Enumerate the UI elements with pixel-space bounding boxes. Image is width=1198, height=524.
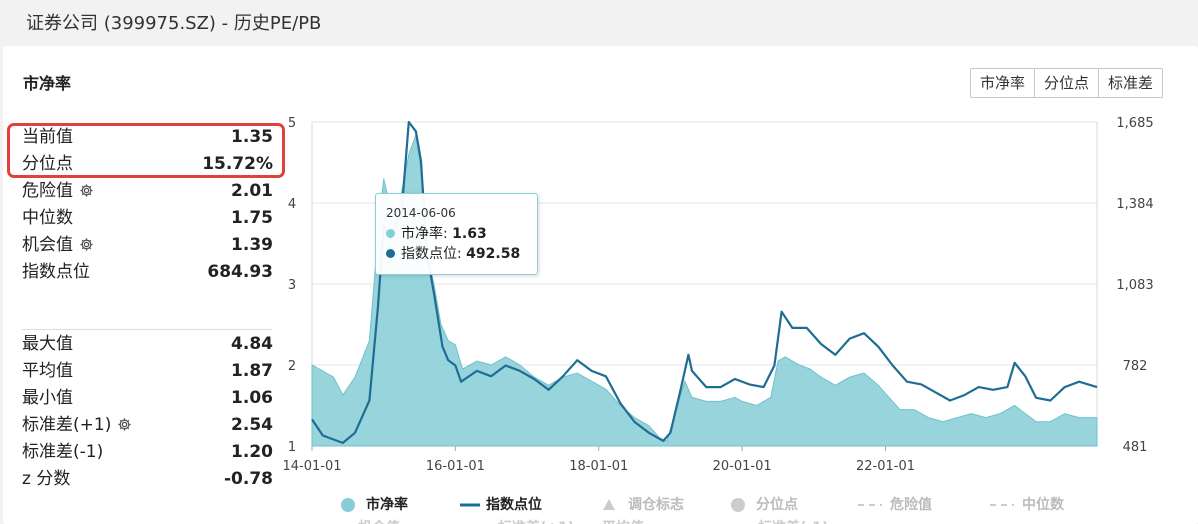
- stat-row: 中位数 1.75: [22, 205, 273, 232]
- y-left-tick-label: 3: [288, 278, 296, 293]
- y-right-tick-label: 782: [1123, 359, 1148, 374]
- stat-label: 危险值: [22, 178, 94, 207]
- x-tick-label: 20-01-01: [713, 459, 772, 474]
- stat-value: 1.39: [231, 235, 273, 255]
- metric-switch: 市净率 分位点 标准差: [970, 68, 1164, 98]
- stat-value: 1.75: [231, 208, 273, 228]
- legend-label-row2[interactable]: 标准差(+1): [498, 517, 574, 524]
- index-dot-icon: [386, 249, 395, 258]
- stat-value: 4.84: [231, 334, 273, 354]
- tooltip-index-label: 指数点位:: [401, 246, 462, 262]
- tooltip-date: 2014-06-06: [386, 206, 456, 220]
- legend-circle-icon: [730, 494, 748, 523]
- stats-divider: [22, 329, 272, 330]
- legend-label: 分位点: [756, 497, 798, 513]
- tooltip-index-row: 指数点位: 492.58: [386, 243, 520, 263]
- x-tick-label: 18-01-01: [569, 459, 628, 474]
- stat-row: 平均值 1.87: [22, 358, 273, 385]
- stat-label: 最大值: [22, 334, 73, 354]
- stat-label: 最小值: [22, 388, 73, 408]
- stat-label: z 分数: [22, 469, 71, 489]
- legend-dash-icon: [858, 494, 884, 523]
- stat-label: 指数点位: [22, 262, 90, 282]
- y-left-tick-label: 1: [288, 440, 296, 455]
- y-right-tick-label: 1,083: [1116, 278, 1153, 293]
- legend-triangle-icon: [602, 494, 618, 523]
- chart-legend: 市净率 指数点位 调仓标志 分位点 危险值 中位数: [340, 494, 1190, 516]
- tooltip-pb-label: 市净率:: [401, 226, 448, 242]
- stat-label: 当前值: [22, 127, 73, 147]
- chart-legend-row2: 机会值 标准差(+1) 平均值 标准差(-1): [340, 515, 1190, 524]
- stat-row: 最小值 1.06: [22, 385, 273, 412]
- tooltip-pb-value: 1.63: [452, 226, 487, 242]
- legend-dash-icon: [990, 494, 1016, 523]
- x-tick-label: 22-01-01: [856, 459, 915, 474]
- stat-label: 标准差(-1): [22, 442, 104, 462]
- stat-row: 标准差(-1) 1.20: [22, 439, 273, 466]
- legend-label: 危险值: [890, 497, 932, 513]
- stat-value: 1.87: [231, 361, 273, 381]
- stat-label: 分位点: [22, 154, 73, 174]
- legend-label-row2[interactable]: 平均值: [602, 517, 644, 524]
- stat-row: 指数点位 684.93: [22, 259, 273, 286]
- tooltip-pb-row: 市净率: 1.63: [386, 223, 487, 243]
- legend-label-row2[interactable]: 标准差(-1): [758, 517, 828, 524]
- legend-line-icon: [460, 494, 482, 523]
- pb-button[interactable]: 市净率: [980, 74, 1026, 92]
- percentile-button[interactable]: 分位点: [1034, 69, 1098, 97]
- tooltip-index-value: 492.58: [466, 246, 521, 262]
- stat-label: 机会值: [22, 232, 94, 261]
- stat-value: 1.35: [231, 127, 273, 147]
- gear-icon[interactable]: [79, 180, 94, 207]
- chart-tooltip: 2014-06-06 市净率: 1.63 指数点位: 492.58: [375, 193, 538, 275]
- legend-label: 中位数: [1022, 497, 1064, 513]
- legend-circle-icon: [340, 494, 358, 523]
- x-tick-label: 16-01-01: [426, 459, 485, 474]
- pb-history-chart[interactable]: 1 2 3 4 5 481 782 1,083 1,384 1,685 14-01-01 16-01-…: [280, 110, 1180, 480]
- y-right-tick-label: 1,384: [1116, 197, 1153, 212]
- page-title: 证券公司 (399975.SZ) - 历史PE/PB: [26, 13, 322, 34]
- legend-label: 市净率: [366, 497, 408, 513]
- y-right-tick-label: 1,685: [1116, 116, 1153, 131]
- stat-row: 当前值 1.35: [22, 124, 273, 151]
- stat-row: 危险值 2.01: [22, 178, 273, 205]
- stat-value: 684.93: [207, 262, 273, 282]
- stat-value: 2.54: [231, 415, 273, 435]
- y-left-tick-label: 2: [288, 359, 296, 374]
- legend-label-row2[interactable]: 机会值: [358, 517, 400, 524]
- legend-label: 指数点位: [486, 497, 542, 513]
- stat-row: 分位点 15.72%: [22, 151, 273, 178]
- series-pb-area: [311, 134, 1098, 447]
- stat-value: 15.72%: [202, 154, 273, 174]
- stat-row: 标准差(+1) 2.54: [22, 412, 273, 439]
- stat-label: 中位数: [22, 208, 73, 228]
- pb-dot-icon: [386, 229, 395, 238]
- stat-label: 平均值: [22, 361, 73, 381]
- stat-row: 最大值 4.84: [22, 331, 273, 358]
- stat-value: 1.06: [231, 388, 273, 408]
- stats-top-panel: 当前值 1.35 分位点 15.72% 危险值 2.01 中位数 1.75 机会值 1.39 指数点…: [22, 124, 273, 286]
- stat-value: 1.20: [231, 442, 273, 462]
- legend-label: 调仓标志: [628, 497, 684, 513]
- stats-bottom-panel: 最大值 4.84 平均值 1.87 最小值 1.06 标准差(+1) 2.54 标准差(-1) 1…: [22, 331, 273, 493]
- page-header: 证券公司 (399975.SZ) - 历史PE/PB: [0, 0, 1198, 44]
- stat-row: 机会值 1.39: [22, 232, 273, 259]
- gear-icon[interactable]: [79, 234, 94, 261]
- stat-value: 2.01: [231, 181, 273, 201]
- stat-label: 标准差(+1): [22, 412, 132, 441]
- stat-value: -0.78: [224, 469, 273, 489]
- section-title: 市净率: [23, 74, 72, 93]
- stat-row: z 分数 -0.78: [22, 466, 273, 493]
- y-left-tick-label: 5: [288, 116, 296, 131]
- std-dev-button[interactable]: 标准差: [1098, 69, 1162, 97]
- gear-icon[interactable]: [117, 414, 132, 441]
- y-right-tick-label: 481: [1123, 440, 1148, 455]
- y-left-tick-label: 4: [288, 197, 296, 212]
- current-value-highlight: [7, 123, 285, 178]
- series-index-line: [311, 120, 1098, 444]
- x-tick-label: 14-01-01: [282, 459, 341, 474]
